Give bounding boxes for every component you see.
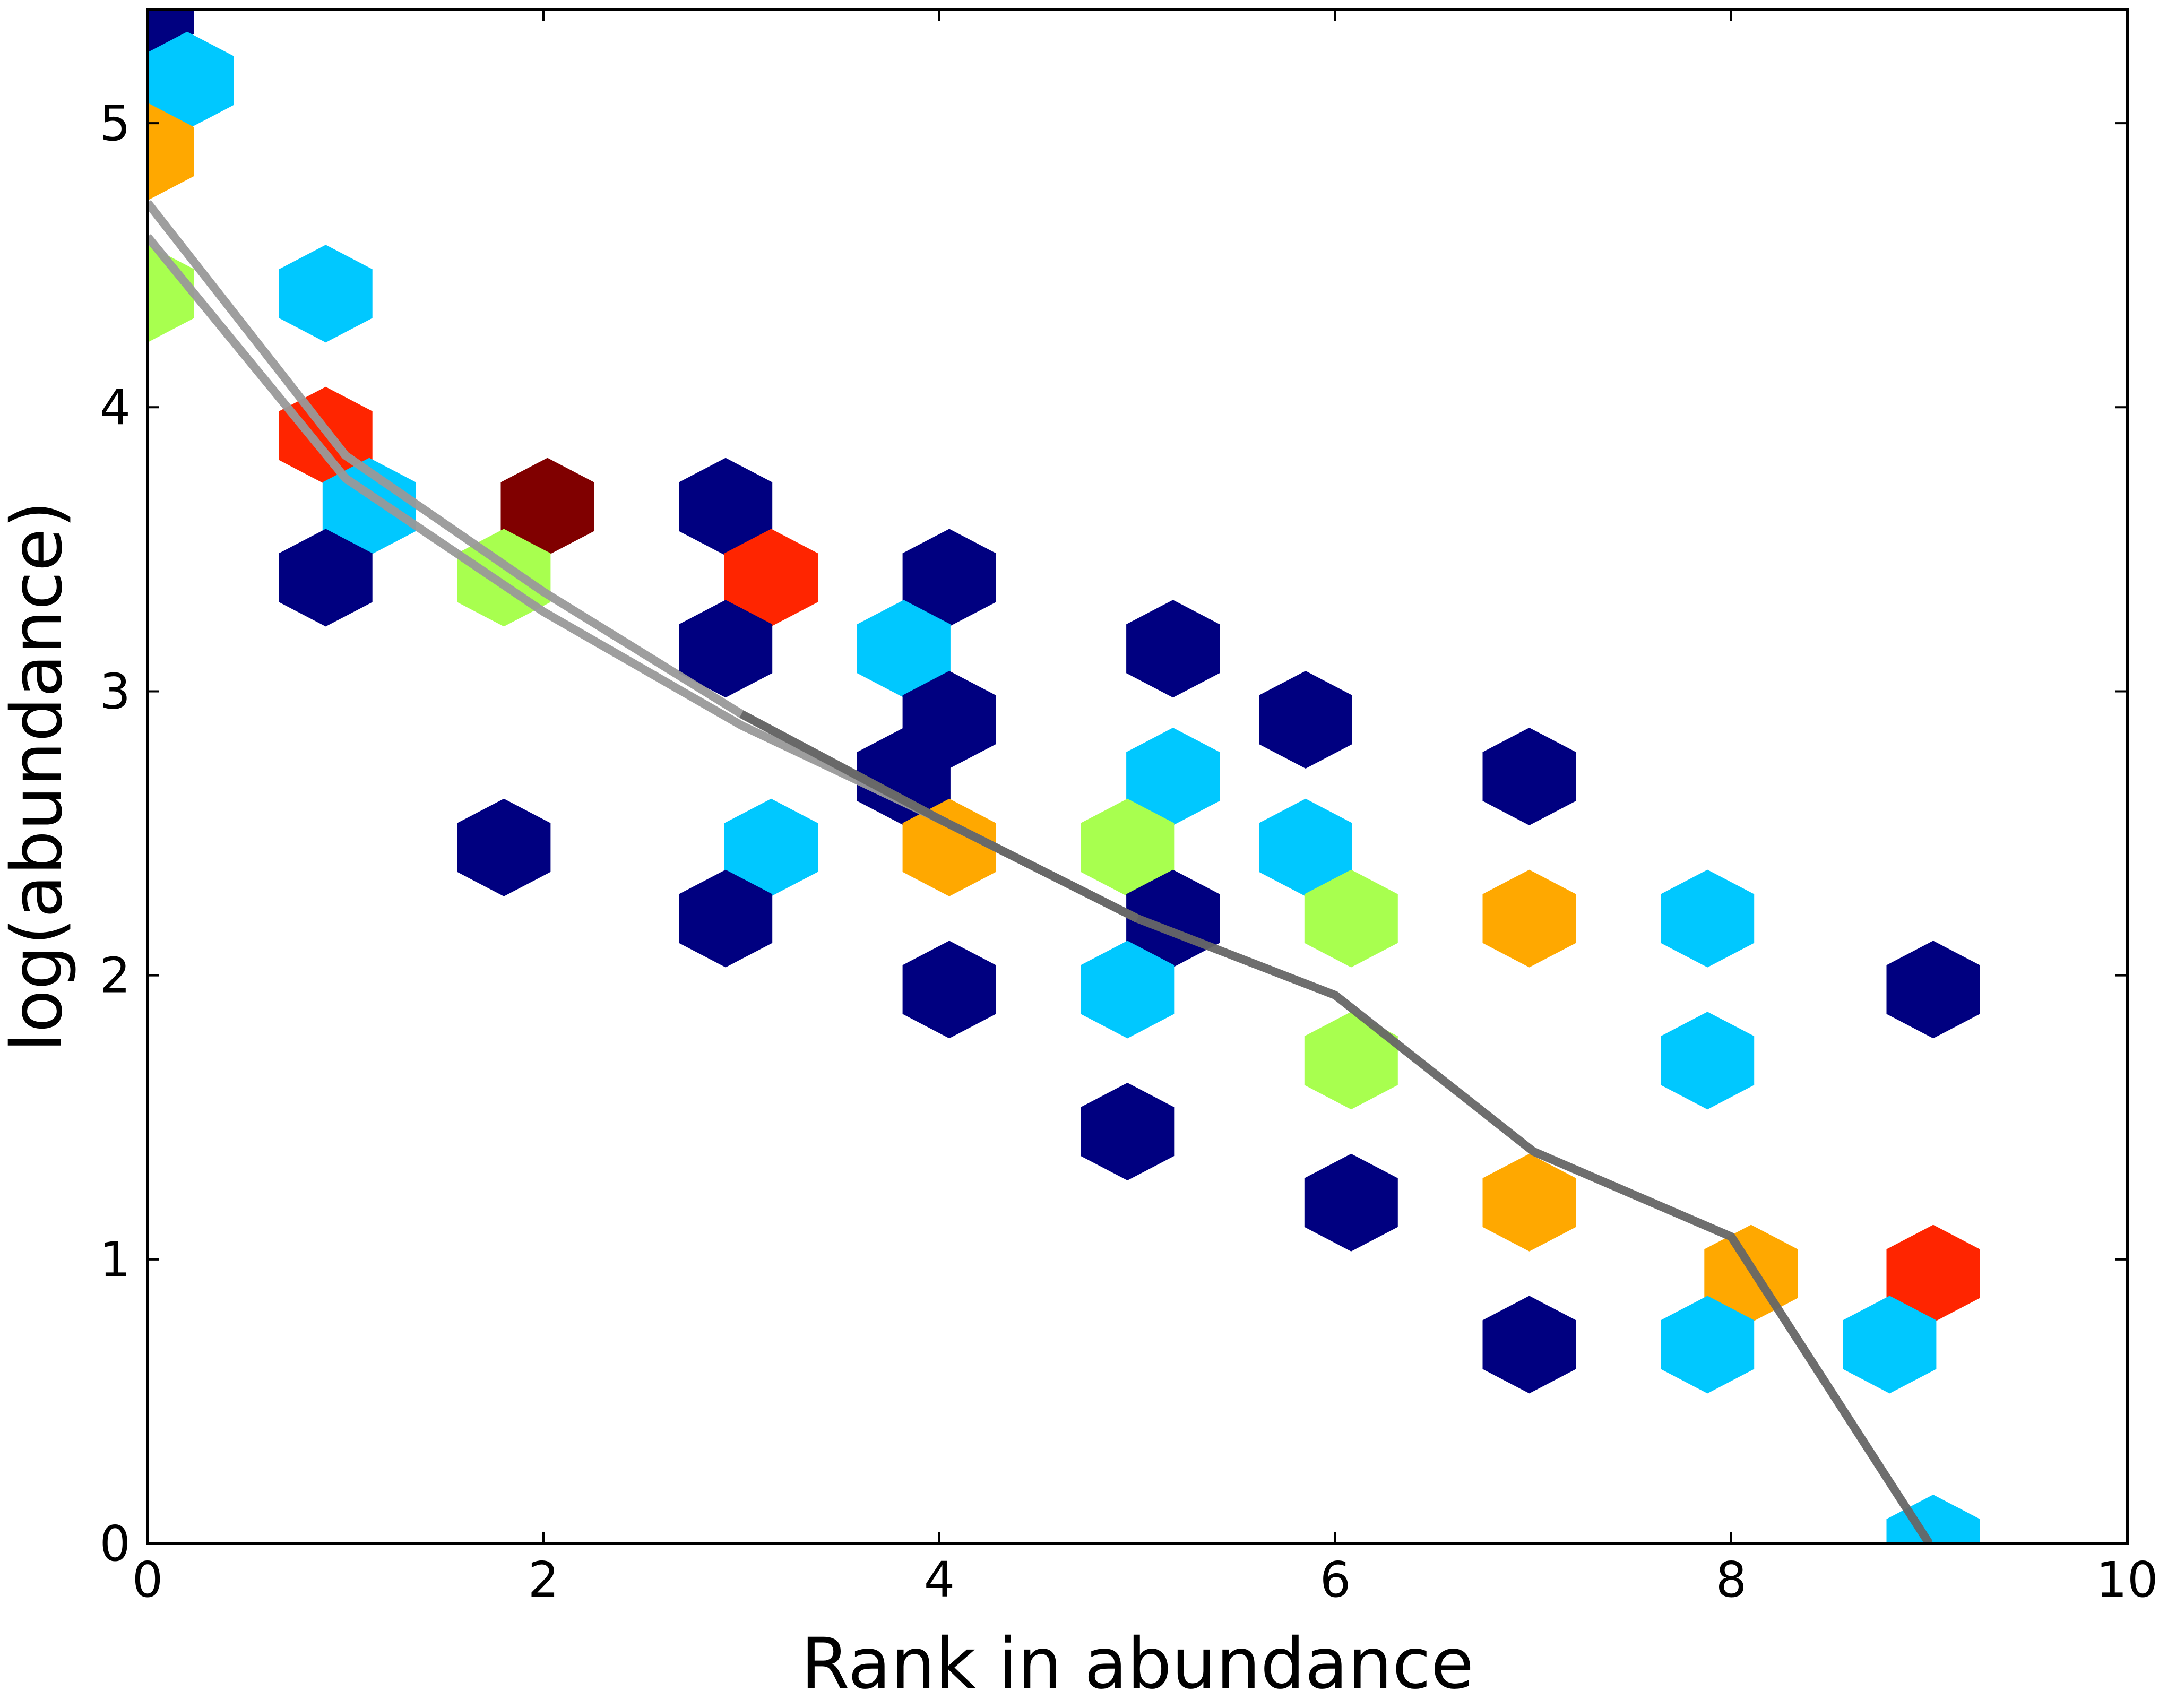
x-tick-label: 2	[528, 1551, 559, 1608]
hexbin-cell	[1081, 1083, 1175, 1180]
y-tick-label: 5	[99, 95, 131, 152]
x-tick-label: 4	[924, 1551, 955, 1608]
hexbin-cell	[1886, 1224, 1980, 1323]
x-axis-title: Rank in abundance	[801, 1623, 1474, 1705]
hexbin-cell	[148, 31, 234, 130]
x-tick-label: 8	[1716, 1551, 1747, 1608]
hexbin-cell	[857, 728, 951, 825]
y-tick-label: 2	[99, 947, 131, 1004]
y-tick-label: 3	[99, 663, 131, 720]
hexbin-cell	[148, 10, 194, 58]
hexbin-cell	[1304, 869, 1398, 968]
hexbin-cell	[148, 102, 194, 201]
hexbin-cell	[1081, 798, 1175, 896]
x-tick-label: 6	[1320, 1551, 1351, 1608]
trend-lines	[148, 200, 1933, 1543]
hexbin-cell	[902, 798, 996, 896]
hexbin-cell	[1126, 728, 1220, 825]
hexbin-cell	[679, 458, 773, 556]
hexbin-cell	[1259, 671, 1352, 769]
hexbin-cell	[1259, 798, 1352, 896]
hexbin-cell	[1843, 1296, 1937, 1394]
hexbin-cell	[1661, 1012, 1755, 1110]
hexbin-cell	[679, 869, 773, 968]
hexbin-cell	[1482, 1153, 1576, 1252]
hexbin-cell	[500, 458, 594, 556]
plot-frame	[146, 8, 2129, 1545]
hexbin-cell	[724, 798, 818, 896]
y-tick-label: 1	[99, 1231, 131, 1288]
hexbin-cell	[1304, 1012, 1398, 1110]
trend-line-3	[739, 710, 1933, 1543]
hexbin-cell	[1126, 600, 1220, 698]
hexbin-cell	[1886, 941, 1980, 1039]
x-tick-label: 0	[132, 1551, 163, 1608]
y-axis-title: log(abundance)	[0, 501, 78, 1052]
hexbin-cell	[279, 529, 373, 627]
hexbin-cell	[457, 798, 551, 896]
hexbin-cell	[1304, 1153, 1398, 1252]
hexbin-cell	[679, 600, 773, 698]
y-tick-label: 0	[99, 1515, 131, 1572]
hexbin-cell	[902, 529, 996, 627]
hexbin-cell	[857, 600, 951, 698]
hexbin-cell	[148, 245, 194, 343]
hexbin-cell	[1482, 728, 1576, 825]
axis-ticks: 0 2 4 6 8 10 0 1 2 3 4 5	[99, 10, 2158, 1608]
hexbin-cell	[1482, 869, 1576, 968]
hexbin-cell	[1661, 1296, 1755, 1394]
hexbin-cell	[902, 941, 996, 1039]
hexbin-cell	[1661, 869, 1755, 968]
y-tick-label: 4	[99, 379, 131, 436]
hexbin-cell	[1081, 941, 1175, 1039]
hexbin-cell	[279, 245, 373, 343]
hexbin-cell	[724, 529, 818, 627]
x-tick-label: 10	[2096, 1551, 2158, 1608]
hexbin-cells	[148, 10, 1980, 1543]
hexbin-cell	[1482, 1296, 1576, 1394]
